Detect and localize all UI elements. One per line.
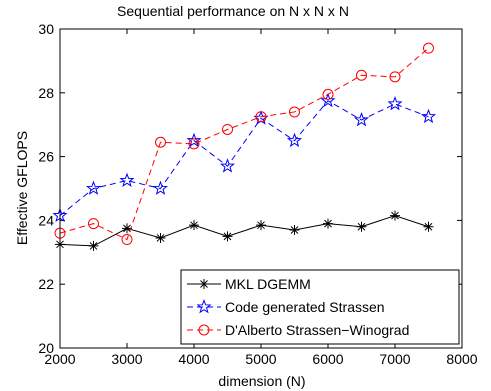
data-point <box>188 138 200 150</box>
y-tick-label: 28 <box>38 85 54 101</box>
series-2 <box>54 42 434 246</box>
legend-swatch-marker <box>196 299 212 314</box>
data-point <box>353 111 370 127</box>
y-tick-label: 24 <box>38 212 54 228</box>
y-tick-label: 26 <box>38 149 54 165</box>
data-point <box>389 71 401 83</box>
data-point <box>323 218 333 229</box>
series-line <box>59 215 429 247</box>
data-point <box>222 231 233 242</box>
legend-swatch-marker <box>199 279 209 289</box>
legend-swatch-marker <box>198 324 210 336</box>
data-point <box>255 111 267 123</box>
data-point <box>356 221 367 232</box>
data-point <box>420 108 437 124</box>
data-point <box>219 158 236 173</box>
plot-area-frame <box>59 28 463 349</box>
y-axis-label: Effective GFLOPS <box>14 131 30 245</box>
series-layer <box>52 42 437 251</box>
series-1 <box>52 92 437 223</box>
data-point <box>155 136 166 148</box>
x-tick-label: 7000 <box>379 351 410 367</box>
x-tick-label: 4000 <box>178 351 209 367</box>
data-point <box>186 132 202 148</box>
data-point <box>88 240 99 251</box>
data-point <box>119 172 135 187</box>
data-point <box>222 123 233 135</box>
data-point <box>152 180 169 195</box>
data-point <box>122 223 132 234</box>
data-point <box>88 218 99 230</box>
x-tick-label: 5000 <box>245 351 276 367</box>
data-point <box>320 92 336 108</box>
series-0 <box>55 210 434 251</box>
data-point <box>322 88 334 100</box>
series-line <box>59 100 429 217</box>
data-point <box>189 220 199 231</box>
data-point <box>356 69 367 81</box>
data-point <box>423 221 434 232</box>
data-point <box>423 42 434 54</box>
legend-entry-label: MKL DGEMM <box>225 276 311 292</box>
legend-box <box>180 269 460 345</box>
data-point <box>85 180 102 195</box>
x-tick-label: 2000 <box>44 351 75 367</box>
x-tick-label: 8000 <box>446 351 477 367</box>
legend-entry-label: Code generated Strassen <box>225 299 385 315</box>
series-line <box>59 47 429 241</box>
data-point <box>286 132 303 148</box>
data-point <box>387 96 403 111</box>
y-tick-label: 30 <box>38 21 54 37</box>
data-point <box>289 224 300 235</box>
legend: MKL DGEMM Code generated Strassen D'Albert… <box>180 269 460 345</box>
data-point <box>390 210 400 221</box>
x-tick-label: 6000 <box>312 351 343 367</box>
x-tick-label: 3000 <box>111 351 142 367</box>
x-axis-label: dimension (N) <box>218 373 305 389</box>
data-point <box>121 234 133 246</box>
chart-title: Sequential performance on N x N x N <box>117 3 349 19</box>
axis-ticks: 2000 3000 4000 5000 6000 7000 8000 20 22 24 26 28 30 <box>38 21 477 367</box>
data-point <box>256 220 266 231</box>
y-tick-label: 20 <box>38 340 54 356</box>
y-tick-label: 22 <box>38 276 54 292</box>
legend-entry-label: D'Alberto Strassen−Winograd <box>225 322 409 338</box>
data-point <box>155 232 166 243</box>
data-point <box>289 106 300 118</box>
